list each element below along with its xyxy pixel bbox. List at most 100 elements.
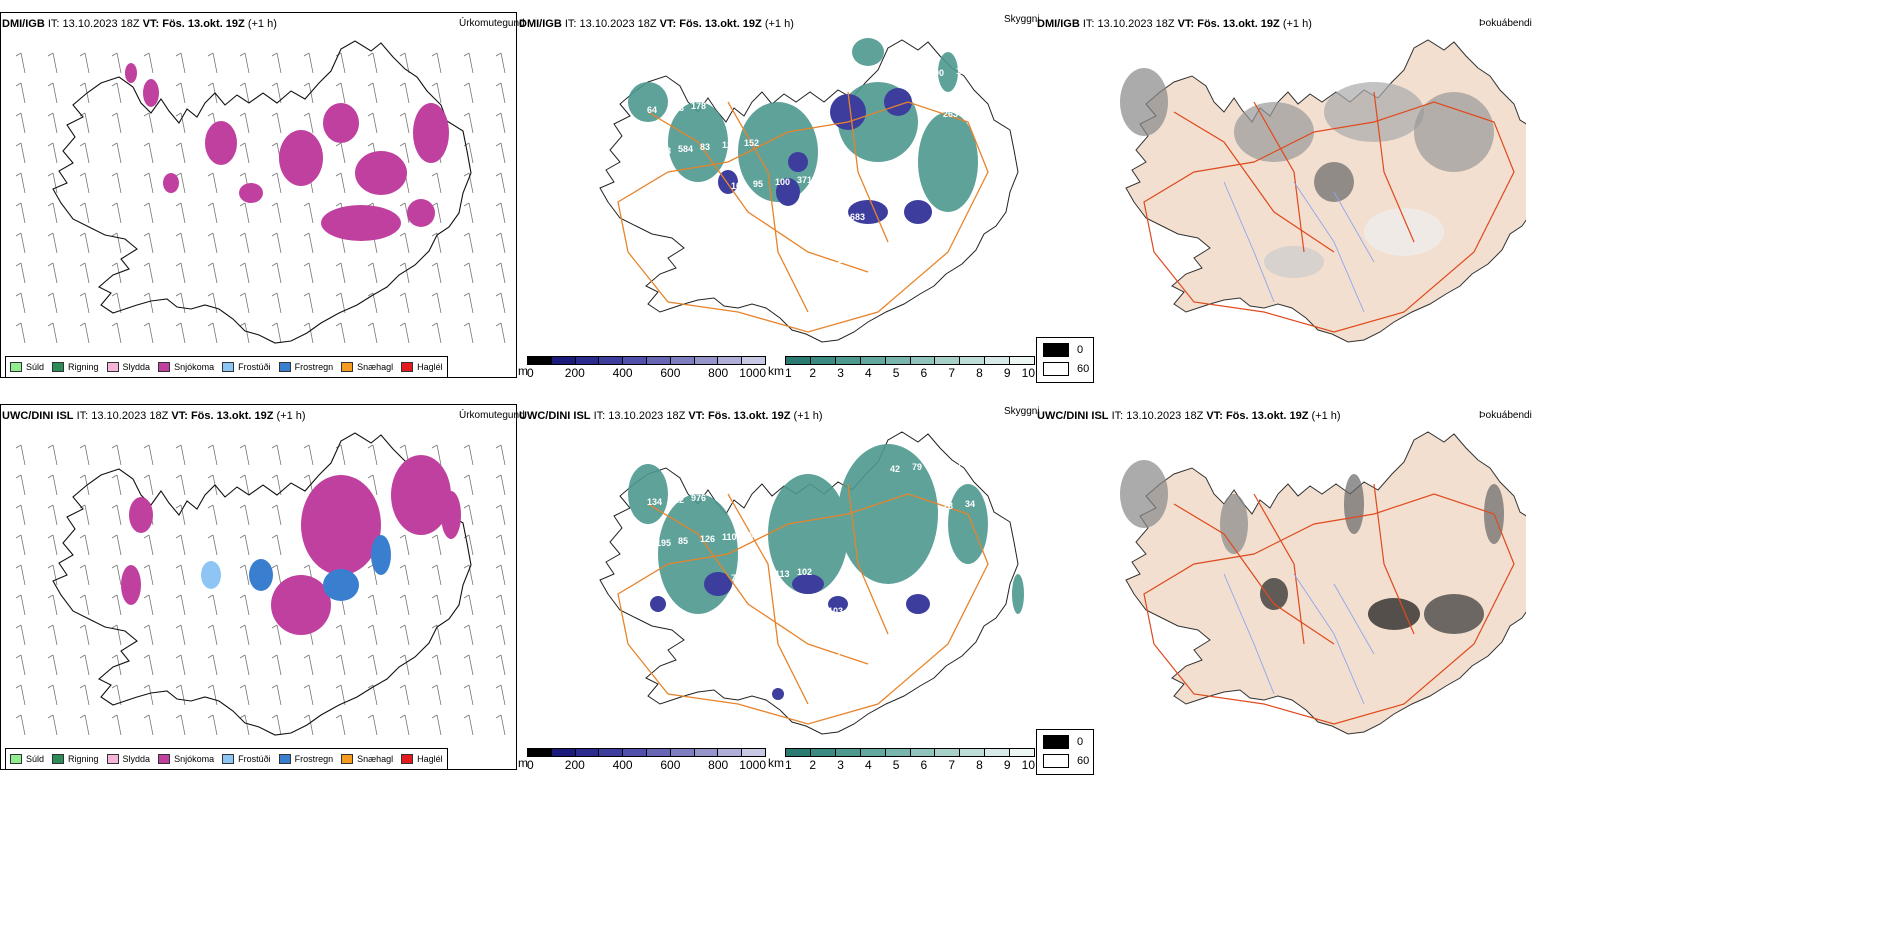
legend-label: Haglél — [417, 754, 443, 764]
fog-shading — [1120, 460, 1504, 634]
fog-legend-label: 60 — [1077, 363, 1090, 375]
colorbar-tick-label: 200 — [564, 366, 585, 380]
colorbar-ticks: 0 200 400 600 800 1000 — [527, 366, 766, 380]
legend-swatch — [222, 362, 235, 372]
fog-type-label: Þokuábendi — [1479, 410, 1532, 421]
colorbar-tick-label: 1 — [785, 758, 792, 772]
visibility-colorbar: 1 2 3 4 5 6 7 8 9 10 — [785, 748, 1035, 782]
legend-swatch — [278, 754, 291, 764]
colorbar-ticks: 0 200 400 600 800 1000 — [527, 758, 766, 772]
precip-legend-item: Haglél — [401, 754, 443, 764]
precip-patches — [125, 63, 449, 241]
precip-legend-item: Haglél — [401, 362, 443, 372]
colorbar-tick-label: 1 — [785, 366, 792, 380]
fog-type-label: Þokuábendi — [1479, 18, 1532, 29]
cloud-height-label: 64 — [647, 105, 657, 115]
precip-legend-item: Snjókoma — [158, 754, 214, 764]
colorbar-tick-label: 7 — [948, 366, 955, 380]
fog-panel-title: DMI/IGB IT: 13.10.2023 18Z VT: Fös. 13.o… — [1037, 18, 1312, 30]
cloud-height-label: 83 — [700, 142, 710, 152]
cloud-height-label: 111 — [806, 216, 820, 226]
fog-legend-swatch — [1043, 735, 1069, 749]
cloud-height-label: 90 — [934, 68, 944, 78]
colorbar-tick-label: 6 — [920, 758, 928, 772]
cloud-height-label: 184 — [881, 643, 896, 653]
roads — [617, 483, 989, 725]
legend-label: Súld — [26, 362, 45, 372]
cloud-height-label: 134 — [647, 497, 662, 507]
cloud-height-label: 79 — [912, 462, 922, 472]
legend-label: Súld — [26, 754, 45, 764]
legend-swatch — [158, 754, 171, 764]
cloud-height-label: 491 — [744, 530, 759, 540]
precip-type-panel-top: Súld Rigning Slydda Snjókoma Frostúði Frostre… — [0, 12, 517, 378]
colorbar-tick-label: 400 — [612, 366, 633, 380]
precip-legend-item: Rigning — [52, 754, 99, 764]
cloud-height-label: 88 — [828, 214, 838, 224]
cloud-height-label: 152 — [744, 138, 759, 148]
cloud-height-label: 78 — [837, 647, 847, 657]
colorbar-tick-label: 10 — [1021, 366, 1035, 380]
cloud-height-label: 219 — [638, 456, 653, 466]
wind-barbs — [15, 52, 506, 344]
cloud-height-label: 273 — [903, 641, 918, 651]
colorbar-tick-label: 400 — [612, 758, 633, 772]
cloud-height-label: 129 — [956, 66, 971, 76]
cloud-height-label: 75 — [731, 573, 741, 583]
precip-legend-item: Frostregn — [278, 362, 333, 372]
fog-shading — [1120, 68, 1494, 278]
fog-map-bottom — [1120, 431, 1526, 735]
colorbar-tick-label: 9 — [1003, 758, 1011, 772]
cloud-height-label: 122 — [722, 140, 737, 150]
legend-label: Slydda — [122, 754, 151, 764]
cloud-labels: 219 976 491 102 286 273 374 332 110 113 103 184 68 13… — [638, 456, 975, 657]
roads — [617, 91, 989, 333]
cloud-height-label: 123 — [669, 103, 684, 113]
colorbar-tick-label: 800 — [708, 366, 729, 380]
fog-legend: 0 60 — [1036, 729, 1094, 775]
fog-legend-label: 60 — [1077, 755, 1090, 767]
cloud-height-label: 371 — [797, 175, 812, 185]
cloud-type-label: Skyggni — [1004, 14, 1040, 25]
precip-map-bottom — [15, 432, 506, 736]
colorbar-tick-label: 0 — [527, 758, 534, 772]
fog-legend-item: 60 — [1043, 362, 1093, 376]
colorbar-tick-label: 0 — [527, 366, 534, 380]
cloud-height-label: 113 — [775, 569, 790, 579]
fog-panel-bottom — [1036, 404, 1526, 770]
legend-label: Slydda — [122, 362, 151, 372]
visibility-unit: km — [768, 364, 784, 378]
cloud-height-label: 194 — [903, 249, 918, 259]
cloud-height-label: 103 — [828, 606, 843, 616]
colorbar-tick-label: 2 — [809, 366, 817, 380]
legend-swatch — [10, 754, 22, 764]
cloud-height-label: 332 — [669, 495, 684, 505]
iceland-outline — [599, 39, 1019, 343]
cloudbase-unit: m — [518, 364, 528, 378]
colorbar-tick-label: 3 — [837, 758, 844, 772]
legend-swatch — [401, 754, 414, 764]
precip-type-label: Úrkomutegund — [459, 410, 525, 421]
legend-swatch — [106, 754, 119, 764]
legend-swatch — [278, 362, 291, 372]
legend-swatch — [158, 362, 171, 372]
cloud-map-top: 300 178 152 371 683 194 129 123 122 100 88 81 90 64 83… — [599, 38, 1019, 343]
cloud-patches — [650, 572, 930, 700]
colorbar-tick-label: 7 — [948, 758, 955, 772]
colorbar-tick-label: 200 — [564, 758, 585, 772]
fog-map-top — [1120, 39, 1526, 343]
fog-legend: 0 60 — [1036, 337, 1094, 383]
cloud-height-label: 195 — [656, 538, 671, 548]
cloud-panel-bottom: 219 976 491 102 286 273 374 332 110 113 103 184 68 13… — [518, 404, 1036, 770]
cloud-height-label: 37 — [784, 610, 794, 620]
cloud-height-label: 81 — [881, 251, 891, 261]
precip-legend-item: Rigning — [52, 362, 99, 372]
legend-label: Snæhagl — [357, 754, 394, 764]
cloud-height-label: 95 — [753, 179, 763, 189]
precip-legend-item: Frostúði — [222, 754, 271, 764]
cloud-height-label: 374 — [956, 458, 971, 468]
precip-legend-item: Súld — [10, 362, 44, 372]
legend-label: Frostúði — [238, 362, 271, 372]
fog-legend-item: 0 — [1043, 735, 1093, 749]
legend-swatch — [52, 754, 65, 764]
